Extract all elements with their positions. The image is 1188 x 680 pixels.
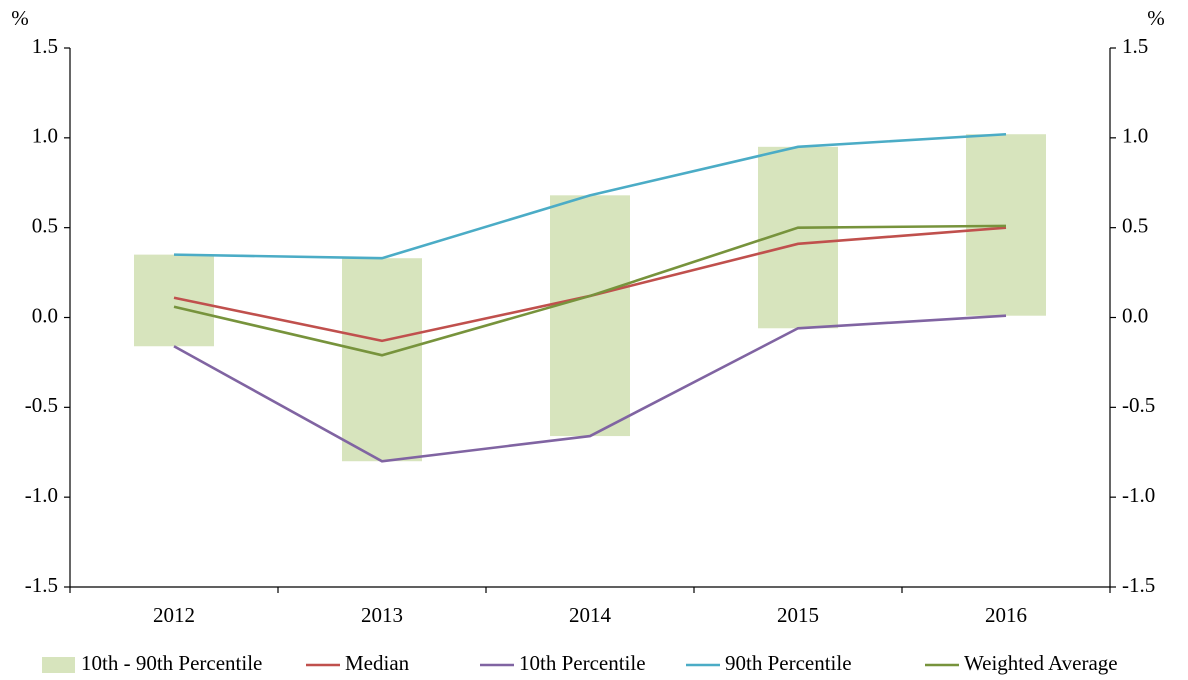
x-tick-label: 2016 [985,603,1027,627]
range-bar [550,195,630,437]
series-line [173,224,1007,357]
y2-tick-label: 1.0 [1122,124,1148,148]
range-bar [342,258,422,462]
y2-tick-label: 0.5 [1122,213,1148,237]
y2-tick-label: -1.5 [1122,573,1155,597]
y-tick-label: -0.5 [25,393,58,417]
legend-label: Median [345,651,410,675]
range-bar [134,254,214,347]
legend-label: 10th - 90th Percentile [81,651,262,675]
x-tick-label: 2013 [361,603,403,627]
series-line [173,314,1007,463]
y-tick-label: 1.5 [32,34,58,58]
y-tick-label: 0.0 [32,303,58,327]
y-tick-label: -1.5 [25,573,58,597]
series-line [173,132,1007,260]
y2-tick-label: 0.0 [1122,303,1148,327]
legend-label: 90th Percentile [725,651,852,675]
x-tick-label: 2012 [153,603,195,627]
y-tick-label: -1.0 [25,483,58,507]
y-unit: % [11,6,29,30]
y-tick-label: 1.0 [32,124,58,148]
legend-label: 10th Percentile [519,651,646,675]
y-tick-label: 0.5 [32,213,58,237]
x-tick-label: 2014 [569,603,612,627]
y2-tick-label: -1.0 [1122,483,1155,507]
x-tick-label: 2015 [777,603,819,627]
y2-tick-label: -0.5 [1122,393,1155,417]
legend-label: Weighted Average [964,651,1118,675]
legend-swatch [42,657,75,673]
y2-tick-label: 1.5 [1122,34,1148,58]
y2-unit: % [1147,6,1165,30]
